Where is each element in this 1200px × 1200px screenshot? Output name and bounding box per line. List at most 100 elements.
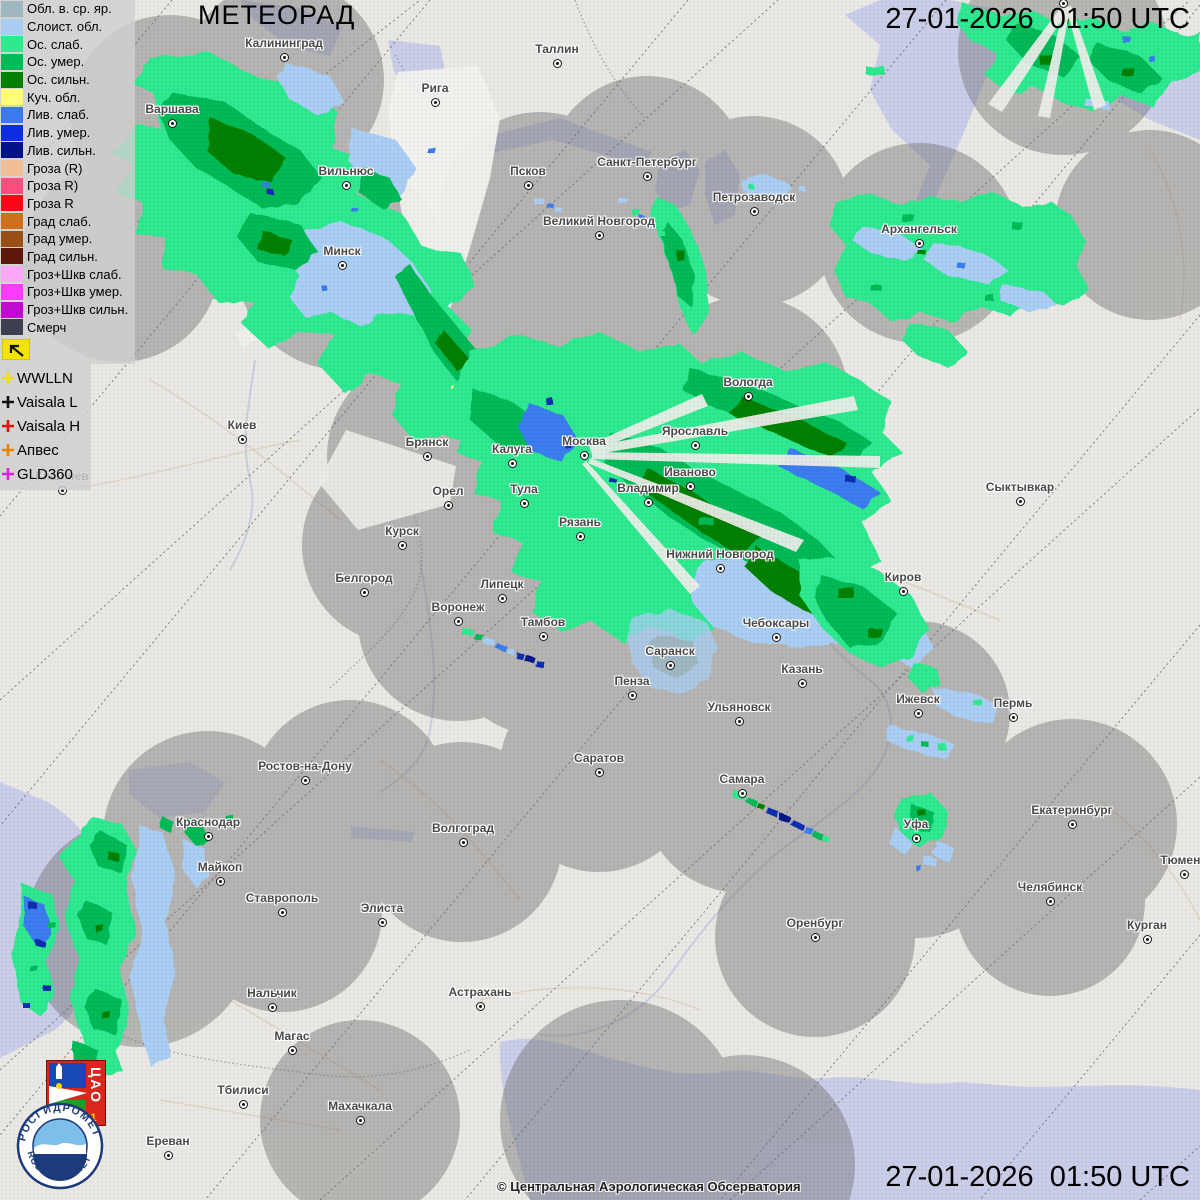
city-dot-icon [1179,869,1189,879]
city-dot-icon [443,500,453,510]
city-label: Курган [1126,918,1168,932]
legend-label: Град умер. [27,231,93,247]
legend-item: Град сильн. [0,248,135,266]
city-label: Тула [510,482,538,496]
legend-label: Град сильн. [27,248,98,264]
legend-label: Гроз+Шкв слаб. [27,266,122,282]
city-dot-icon [203,831,213,841]
tornado-arrow-icon [9,344,24,357]
tornado-symbol-legend [2,339,30,360]
legend-item: Гроза R) [0,177,135,195]
city-dot-icon [642,171,652,181]
city-label: Владимир [617,481,679,495]
city-dot-icon [797,678,807,688]
lightning-source-item: Апвес [1,438,91,462]
city-label: Рига [421,81,449,95]
legend-label: Ос. слаб. [27,36,84,52]
city-dot-icon [167,118,177,128]
city-dot-icon [1008,712,1018,722]
city-label: Варшава [145,102,199,116]
copyright-note: © Центральная Аэрологическая Обсерватори… [497,1179,801,1194]
city-label: Ереван [146,1134,190,1148]
legend-swatch [1,0,23,17]
city-label: Майкоп [197,860,243,874]
city-dot-icon [1058,0,1068,8]
city-label: Пенза [614,674,650,688]
city-dot-icon [538,631,548,641]
legend-label: Ос. сильн. [27,72,90,88]
city-label: Самара [719,772,765,786]
legend-swatch [1,36,23,53]
city-label: Ижевск [896,692,940,706]
city-dot-icon [523,180,533,190]
lightning-cross-icon [2,468,14,480]
legend-swatch [1,248,23,265]
city-label: Челябинск [1017,880,1083,894]
city-dot-icon [237,434,247,444]
city-label: Вильнюс [318,164,374,178]
legend-label: Лив. сильн. [27,142,96,158]
lightning-source-item: Vaisala H [1,414,91,438]
city-dot-icon [1045,896,1055,906]
city-dot-icon [627,690,637,700]
lightning-source-item: WWLLN [1,366,91,390]
city-dot-icon [1067,819,1077,829]
city-label: Вологда [723,375,773,389]
city-dot-icon [715,563,725,573]
lightning-cross-icon [2,444,14,456]
legend-item: Ос. умер. [0,53,135,71]
city-dot-icon [1142,934,1152,944]
legend-label: Смерч [27,319,67,335]
legend-item: Гроза R [0,195,135,213]
legend-swatch [1,177,23,194]
legend-item: Град умер. [0,230,135,248]
city-dot-icon [267,1002,277,1012]
city-dot-icon [163,1150,173,1160]
lightning-source-label: Vaisala L [17,393,78,411]
city-label: Белгород [335,571,393,585]
city-label: Калининград [245,36,323,50]
city-label: Москва [562,434,606,448]
city-dot-icon [579,450,589,460]
city-label: Псков [510,164,546,178]
legend-swatch [1,106,23,123]
legend-label: Слоист. обл. [27,19,103,35]
city-label: Курск [385,524,419,538]
legend-item: Лив. умер. [0,124,135,142]
city-label: Махачкала [328,1099,392,1113]
city-label: Великий Новгород [542,214,656,228]
city-dot-icon [690,440,700,450]
city-dot-icon [277,907,287,917]
city-dot-icon [914,238,924,248]
legend-item: Ос. слаб. [0,35,135,53]
lightning-sources-legend: WWLLN Vaisala L Vaisala H Апвес GLD360 [0,364,91,490]
lightning-cross-icon [2,420,14,432]
city-dot-icon [685,481,695,491]
legend-item: Куч. обл. [0,88,135,106]
city-label: Петрозаводск [712,190,796,204]
legend-label: Гроза R [27,195,74,211]
city-dot-icon [575,531,585,541]
city-label: Элиста [360,901,404,915]
lightning-cross-icon [2,372,14,384]
city-label: Ульяновск [707,700,771,714]
city-label: Тамбов [520,615,566,629]
city-label: Киров [884,570,922,584]
legend-label: Куч. обл. [27,89,81,105]
city-label: Пермь [993,696,1033,710]
lightning-source-item: GLD360 [1,462,91,486]
city-dot-icon [337,260,347,270]
city-label: Воронеж [431,600,485,614]
city-dot-icon [594,230,604,240]
city-label: Чебоксары [742,616,810,630]
legend-item: Град слаб. [0,212,135,230]
city-label: Тюмень [1160,853,1200,867]
city-dot-icon [734,716,744,726]
lightning-source-label: Vaisala H [17,417,81,435]
city-label: Архангельск [881,222,957,236]
lightning-source-label: GLD360 [17,465,73,483]
legend-label: Ос. умер. [27,54,85,70]
legend-item: Обл. в. ср. яр. [0,0,135,18]
